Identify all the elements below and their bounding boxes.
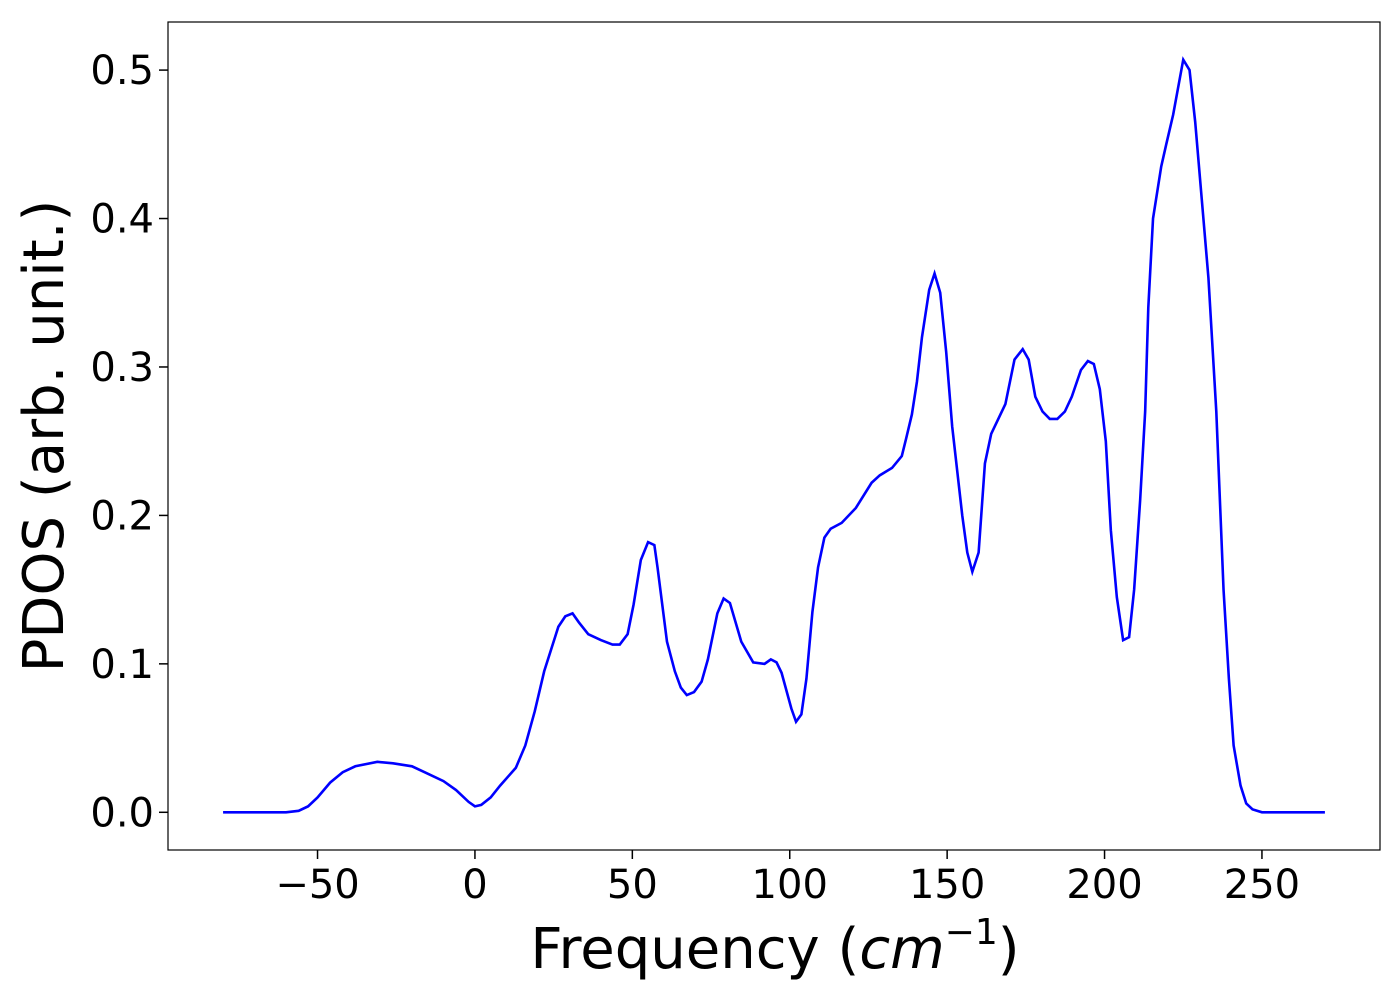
y-tick-label: 0.1	[90, 642, 154, 688]
y-tick-label: 0.2	[90, 493, 154, 539]
x-label-part: −1	[945, 912, 998, 953]
x-tick-label: −50	[275, 862, 359, 908]
x-tick-label: 50	[607, 862, 658, 908]
data-line	[223, 56, 1325, 814]
x-tick-label: 0	[462, 862, 487, 908]
x-axis-label: Frequency (cm−1)	[530, 912, 1019, 982]
x-tick-label: 100	[752, 862, 828, 908]
x-tick-label: 150	[909, 862, 985, 908]
x-label-part: cm	[859, 917, 944, 982]
x-tick-label: 200	[1066, 862, 1142, 908]
x-label-part: Frequency (	[530, 917, 859, 982]
y-tick-label: 0.0	[90, 790, 154, 836]
y-axis-label: PDOS (arb. unit.)	[12, 200, 77, 673]
y-tick-label: 0.5	[90, 48, 154, 94]
plot-frame	[167, 21, 1381, 851]
y-tick-label: 0.4	[90, 197, 154, 243]
x-label-part: )	[998, 917, 1020, 982]
y-tick-label: 0.3	[90, 345, 154, 391]
x-tick-label: 250	[1224, 862, 1300, 908]
